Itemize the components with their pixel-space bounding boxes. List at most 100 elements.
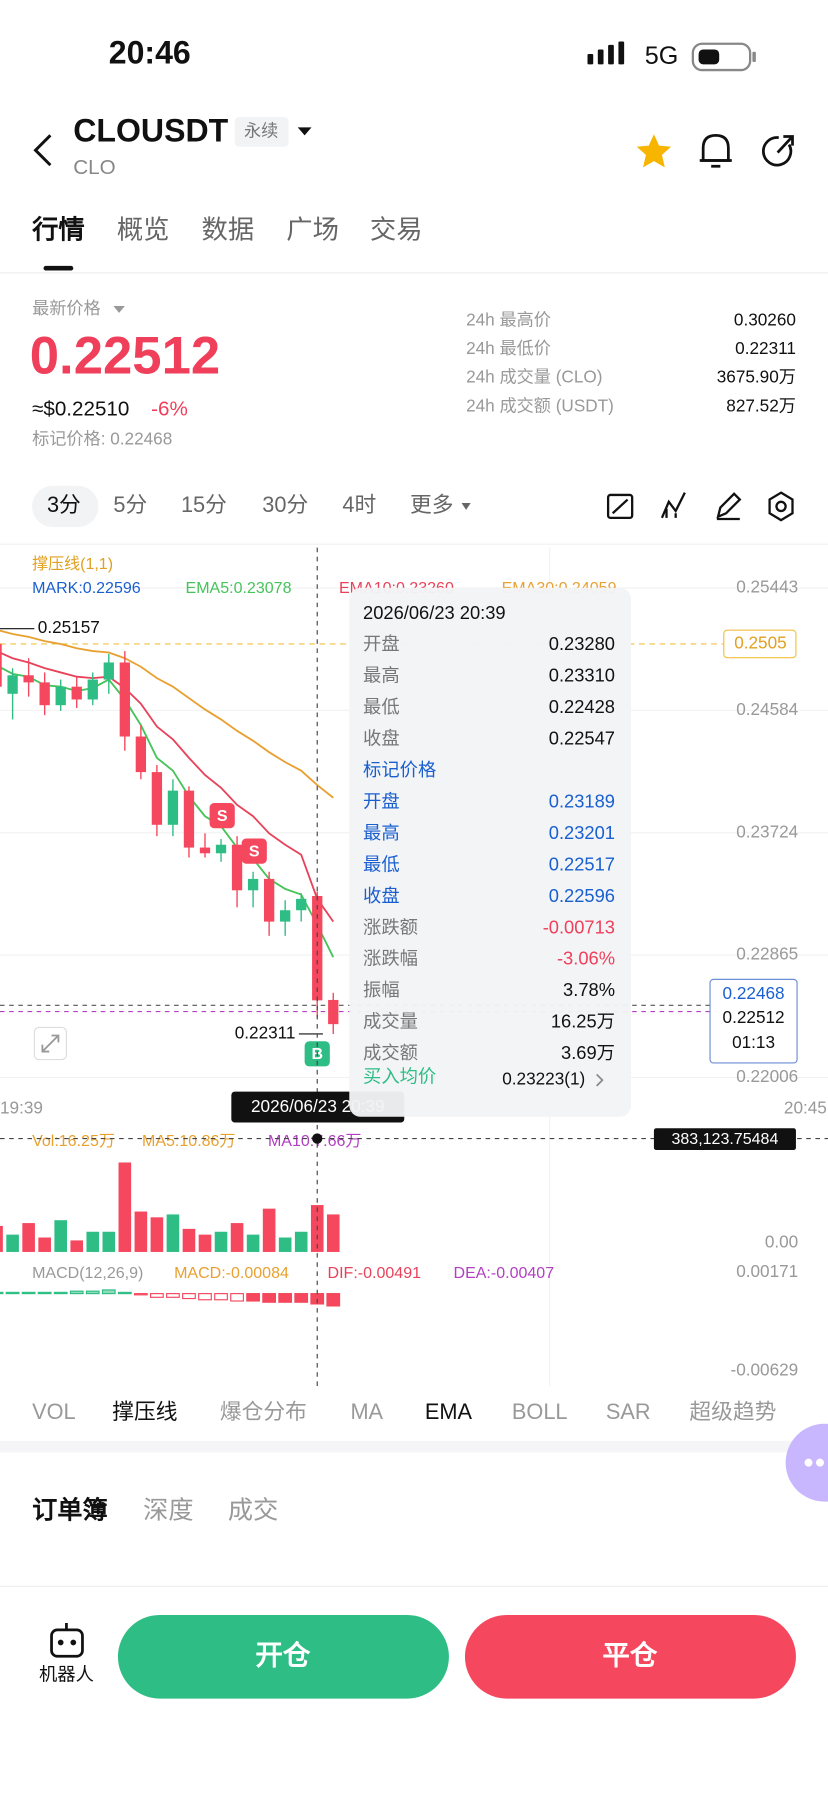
tooltip-label: 最低 [363,696,400,717]
book-tab[interactable]: 订单簿 [32,1496,108,1525]
tooltip-value: 0.23310 [549,664,615,685]
book-tab[interactable]: 成交 [228,1497,278,1525]
usd-price: ≈$0.22510 [32,398,129,421]
macd-bar [230,1293,244,1302]
tab[interactable]: 交易 [370,215,423,245]
volume-bar [118,1162,132,1252]
more-dropdown[interactable] [461,502,471,510]
candle-body [103,662,114,680]
tab[interactable]: 广场 [286,215,339,245]
tab[interactable]: 行情 [31,215,85,245]
interval[interactable]: 5分 [113,492,147,517]
tooltip-panel [349,587,632,1117]
low-label: 0.22311 [235,1022,296,1042]
indicator-tab[interactable]: 爆仓分布 [220,1399,307,1424]
tooltip-value: 3.69万 [561,1042,615,1063]
candle-body [231,844,243,891]
countdown: 01:13 [732,1032,775,1052]
tooltip-label: 最低 [363,853,400,874]
indicator-tab[interactable]: MA [350,1399,383,1424]
ema30-line [0,629,334,799]
candle-body [296,898,307,911]
crosshair-value-box [653,1128,796,1151]
candle-body [71,686,82,700]
favorite-star[interactable] [636,134,672,168]
open-button-label[interactable]: 开仓 [255,1640,310,1671]
ema5-line [0,666,335,958]
signal-label: S [249,842,260,860]
indicator-tab[interactable]: 超级趋势 [689,1399,776,1424]
signal-marker [241,838,267,864]
candle-body [7,675,18,694]
robot-icon[interactable] [50,1623,84,1658]
stat-label: 24h 成交量 (CLO) [466,367,602,387]
tab[interactable]: 数据 [202,215,255,245]
symbol-dropdown[interactable] [297,127,312,136]
interval[interactable]: 3分 [47,492,81,517]
back-button[interactable] [33,134,52,167]
macd-bar [69,1290,84,1295]
candle-body [328,999,339,1025]
contract-tag: 永续 [244,120,278,140]
tooltip-label: 最高 [363,822,400,843]
macd-bar [53,1291,68,1295]
signal-icon [587,41,625,65]
stat-value: 827.52万 [726,395,796,415]
fullscreen-icon [41,1034,60,1053]
open-position-button[interactable] [117,1614,449,1699]
macd-bar [85,1290,100,1295]
interval[interactable]: 更多 [410,492,454,517]
tooltip-label: 成交额 [363,1042,418,1063]
alert-bell[interactable] [699,133,732,168]
indicator-tab[interactable]: BOLL [512,1399,568,1424]
macd-bar [101,1289,116,1295]
candle-body [167,790,179,825]
indicator-tab[interactable]: EMA [425,1399,473,1424]
tooltip-arrow [596,1073,604,1087]
tooltip-label: 最高 [363,664,400,685]
mark-price: 标记价格: 0.22468 [32,429,172,449]
candle-body [263,878,275,922]
indicator-tab[interactable]: SAR [606,1399,651,1424]
volume-bar [182,1228,196,1252]
indicator-tab[interactable]: 撑压线 [112,1399,177,1424]
interval[interactable]: 15分 [181,492,227,517]
x-label: 19:39 [0,1097,43,1117]
volume-bar [230,1223,244,1252]
tooltip-avg-label: 买入均价 [363,1066,436,1087]
tooltip-value: 0.23189 [549,790,615,811]
volume-bar [294,1231,308,1252]
tooltip-label: 开盘 [363,790,400,811]
y-tick-label: 0.22006 [736,1066,798,1086]
candle-body [199,847,211,854]
price-dropdown[interactable] [113,305,125,313]
status-time: 20:46 [109,35,191,71]
volume-bar [246,1234,260,1252]
chart-tools[interactable] [606,491,794,522]
tab[interactable]: 概览 [117,215,170,245]
close-button-label[interactable]: 平仓 [602,1640,657,1671]
y-tick-label: 0.24584 [736,699,798,719]
interval[interactable]: 4时 [342,492,376,517]
macd-bar [246,1293,260,1302]
volume-bar [0,1225,3,1252]
battery-icon [691,42,756,72]
network: 5G [645,42,679,70]
share-button[interactable] [762,135,794,167]
price-box [709,978,798,1064]
tooltip-value: 0.22596 [549,885,615,906]
macd-tick-label: 0.00171 [736,1261,798,1281]
macd-bar [150,1293,164,1298]
indicator-tab[interactable]: VOL [32,1399,76,1424]
interval[interactable]: 30分 [262,492,308,517]
volume-bar [134,1211,148,1252]
tooltip-value: 16.25万 [551,1011,615,1032]
chat-bubble[interactable] [785,1423,828,1502]
book-tab[interactable]: 深度 [143,1497,193,1525]
close-position-button[interactable] [464,1614,796,1699]
tooltip-label: 振幅 [363,979,400,1000]
macd-bar [0,1291,4,1295]
price-change: -6% [151,398,188,421]
tooltip-label: 收盘 [363,727,400,748]
volume-bar [198,1234,212,1252]
